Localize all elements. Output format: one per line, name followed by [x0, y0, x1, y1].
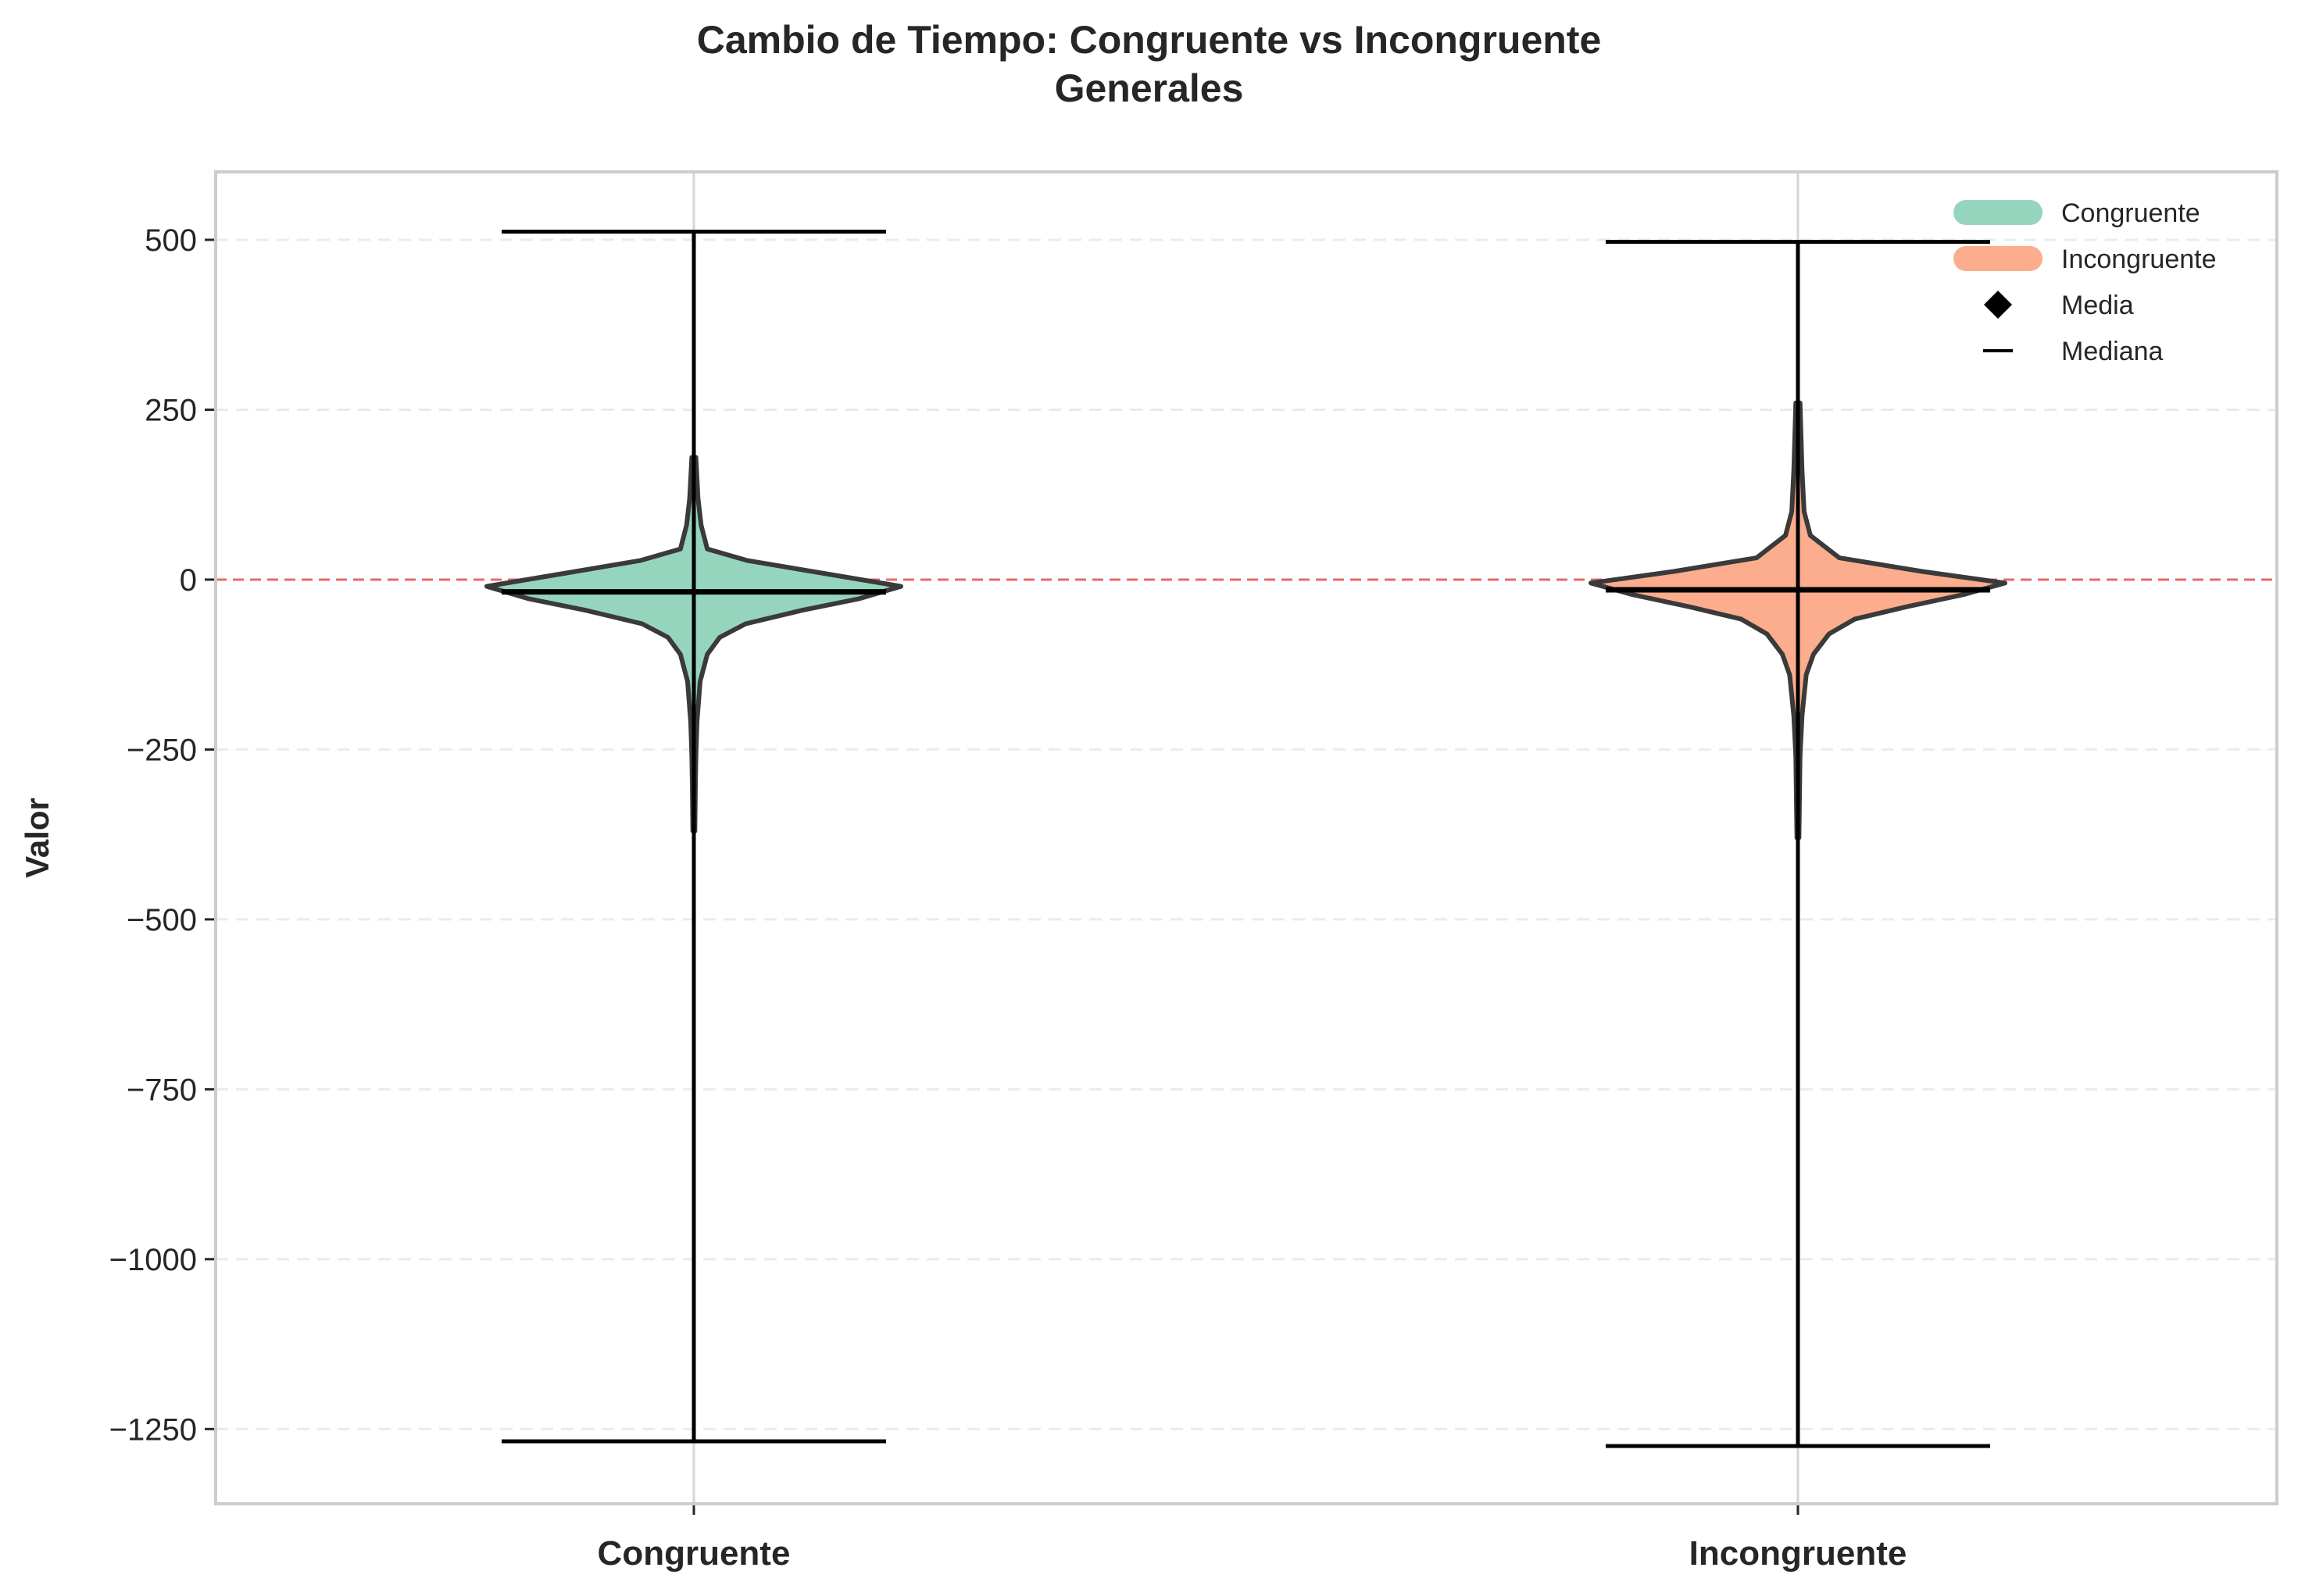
- plot-frame: [214, 170, 2278, 1505]
- x-tick-label: Congruente: [598, 1534, 791, 1573]
- y-axis-label: Valor: [19, 798, 55, 878]
- y-tick-label: 250: [145, 393, 197, 427]
- x-axis-ticks: Congruente Incongruente: [598, 1504, 1907, 1573]
- legend-item-congruente: Congruente: [1953, 198, 2200, 228]
- chart-title-line-1: Cambio de Tiempo: Congruente vs Incongru…: [696, 18, 1602, 62]
- legend-item-incongruente: Incongruente: [1953, 245, 2217, 274]
- violin-incongruente: [1589, 240, 2007, 1448]
- violin-congruente: [484, 230, 903, 1444]
- legend: Congruente Incongruente Media Mediana: [1953, 198, 2217, 366]
- legend-label: Media: [2061, 291, 2134, 320]
- legend-label: Incongruente: [2061, 245, 2217, 274]
- y-axis-ticks: 500 250 0 −250 −500 −750 −1000 −1250: [109, 223, 216, 1447]
- y-tick-label: −750: [127, 1073, 197, 1107]
- chart-title-line-2: Generales: [1054, 66, 1244, 110]
- y-tick-label: −250: [127, 733, 197, 767]
- legend-swatch: [1953, 246, 2042, 271]
- legend-swatch: [1953, 200, 2042, 225]
- y-tick-label: −1250: [109, 1412, 197, 1447]
- y-tick-label: −500: [127, 903, 197, 937]
- y-tick-label: 0: [180, 563, 197, 598]
- legend-item-mediana: Mediana: [1983, 337, 2164, 366]
- legend-label: Mediana: [2061, 337, 2164, 366]
- legend-diamond-icon: [1984, 291, 2012, 319]
- violins: [484, 230, 2007, 1448]
- y-tick-label: 500: [145, 223, 197, 258]
- legend-item-media: Media: [1984, 291, 2134, 320]
- grid-lines: [216, 172, 2277, 1504]
- x-tick-label: Incongruente: [1689, 1534, 1907, 1573]
- y-tick-label: −1000: [109, 1243, 197, 1277]
- legend-label: Congruente: [2061, 198, 2200, 228]
